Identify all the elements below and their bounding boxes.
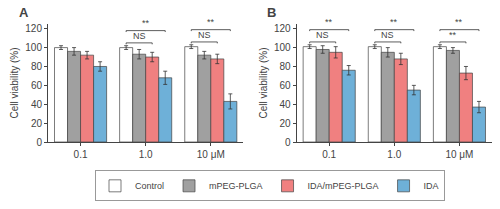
svg-text:NS: NS (133, 31, 146, 41)
svg-text:Control: Control (135, 181, 164, 191)
svg-text:A: A (19, 5, 29, 20)
svg-text:0.1: 0.1 (322, 149, 336, 160)
svg-text:1.0: 1.0 (387, 149, 401, 160)
svg-text:10 μM: 10 μM (445, 149, 473, 160)
svg-text:**: ** (142, 18, 150, 28)
svg-text:**: ** (449, 30, 457, 40)
svg-text:100: 100 (274, 42, 291, 53)
svg-text:20: 20 (280, 118, 292, 129)
svg-text:NS: NS (381, 30, 394, 40)
svg-text:120: 120 (25, 23, 42, 34)
svg-text:0: 0 (36, 137, 42, 148)
svg-text:60: 60 (31, 80, 43, 91)
svg-text:Cell viability (%): Cell viability (%) (9, 47, 20, 118)
svg-text:40: 40 (280, 99, 292, 110)
svg-text:120: 120 (274, 23, 291, 34)
svg-text:40: 40 (31, 99, 43, 110)
svg-text:mPEG-PLGA: mPEG-PLGA (209, 181, 263, 191)
svg-text:10 μM: 10 μM (197, 149, 225, 160)
svg-text:0.1: 0.1 (74, 149, 88, 160)
svg-text:80: 80 (31, 61, 43, 72)
svg-text:60: 60 (280, 80, 292, 91)
svg-text:IDA/mPEG-PLGA: IDA/mPEG-PLGA (308, 181, 379, 191)
svg-text:NS: NS (198, 30, 211, 40)
svg-text:B: B (267, 5, 276, 20)
svg-text:NS: NS (316, 30, 329, 40)
svg-text:80: 80 (280, 61, 292, 72)
svg-text:**: ** (455, 17, 463, 27)
svg-text:**: ** (207, 17, 215, 27)
svg-text:100: 100 (25, 42, 42, 53)
svg-text:IDA: IDA (424, 181, 439, 191)
svg-text:**: ** (325, 17, 333, 27)
svg-text:Cell viability (%): Cell viability (%) (258, 47, 269, 118)
svg-text:0: 0 (285, 137, 291, 148)
svg-text:1.0: 1.0 (139, 149, 153, 160)
svg-text:20: 20 (31, 118, 43, 129)
svg-text:**: ** (390, 17, 398, 27)
